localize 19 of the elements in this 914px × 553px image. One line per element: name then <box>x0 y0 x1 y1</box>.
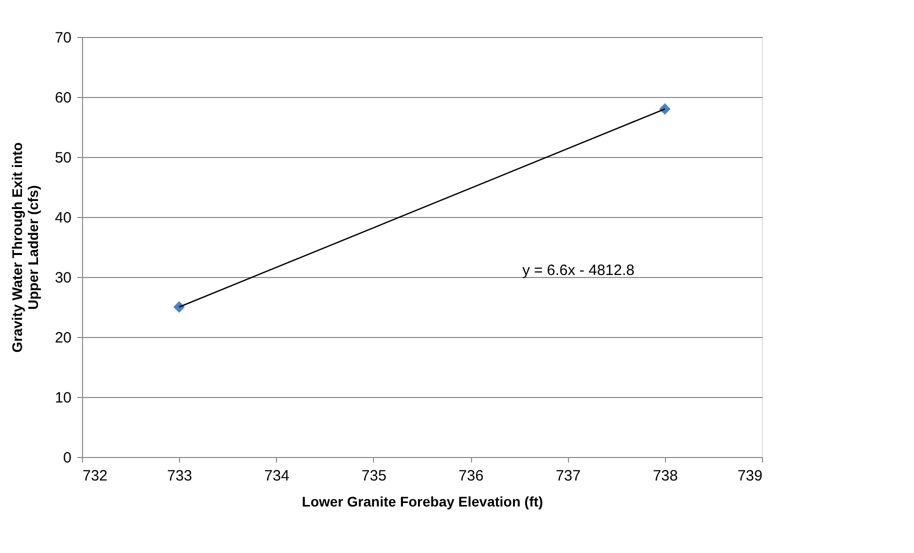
y-tick-label: 10 <box>54 390 72 406</box>
y-tick-label: 40 <box>54 210 72 226</box>
x-tick-label: 738 <box>652 468 678 484</box>
x-tick-label: 735 <box>361 468 386 484</box>
x-tick-label: 736 <box>458 468 484 484</box>
y-tick-label: 60 <box>54 90 72 106</box>
y-tick-label: 70 <box>54 30 72 46</box>
x-tick-label: 737 <box>556 468 581 484</box>
annotation: y = 6.6x - 4812.8 <box>522 262 634 280</box>
x-axis-title: Lower Granite Forebay Elevation (ft) <box>302 494 544 510</box>
y-tick-label: 30 <box>54 270 72 286</box>
y-tick-label: 0 <box>63 450 72 466</box>
y-tick-label: 20 <box>54 330 72 346</box>
y-axis-title: Gravity Water Through Exit into Upper Ladder (cfs) <box>8 142 41 353</box>
y-tick-label: 50 <box>54 150 72 166</box>
x-tick-label: 733 <box>167 468 192 484</box>
x-tick-label: 732 <box>82 468 108 484</box>
x-tick-label: 739 <box>737 468 762 484</box>
x-tick-label: 734 <box>264 468 290 484</box>
